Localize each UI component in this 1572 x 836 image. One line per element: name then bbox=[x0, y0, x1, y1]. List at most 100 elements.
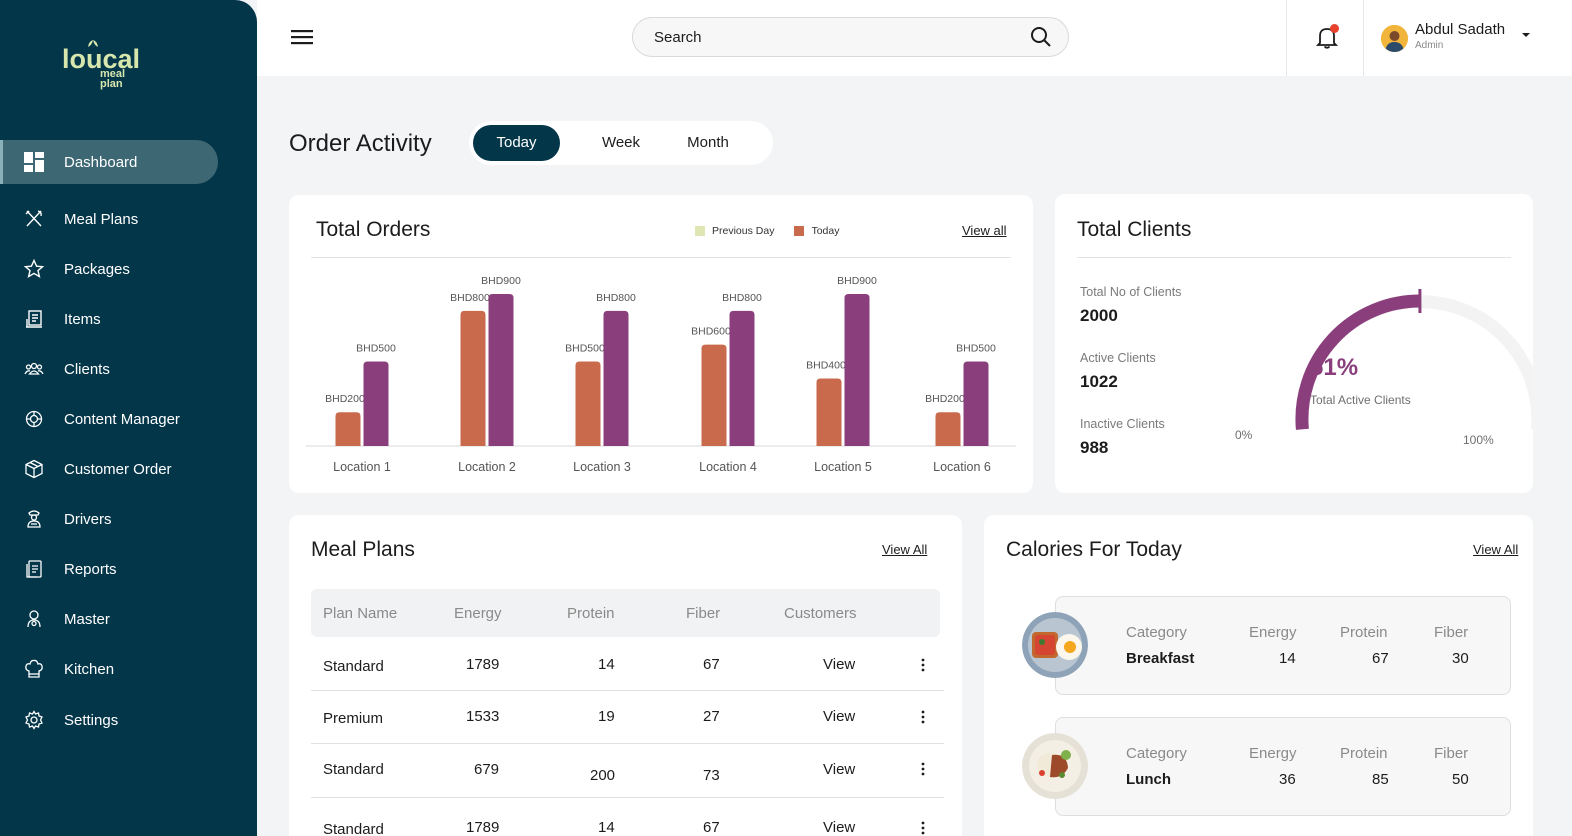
table-row[interactable]: Premium 1533 19 27 View bbox=[311, 691, 944, 744]
x-tick-label: Location 1 bbox=[333, 460, 391, 474]
sidebar-item-reports[interactable]: Reports bbox=[0, 547, 218, 591]
notification-badge bbox=[1330, 24, 1339, 33]
view-customers-link[interactable]: View bbox=[823, 656, 856, 673]
category-value: Breakfast bbox=[1126, 650, 1195, 667]
fiber-label: Fiber bbox=[1434, 624, 1469, 641]
bar-previous-day-4[interactable] bbox=[701, 344, 727, 446]
sidebar-item-label: Master bbox=[64, 610, 110, 628]
view-all-meal-plans-link[interactable]: View All bbox=[882, 542, 928, 557]
calorie-info-box: Category Lunch Energy 36 Protein 85 Fibe… bbox=[1055, 717, 1511, 816]
sidebar-item-label: Clients bbox=[64, 360, 110, 378]
table-row[interactable]: Standard 1789 14 67 View bbox=[311, 638, 944, 691]
bar-value-label: BHD900 bbox=[481, 275, 521, 287]
bar-today-1[interactable] bbox=[363, 361, 389, 446]
bar-today-3[interactable] bbox=[603, 310, 629, 446]
bar-value-label: BHD900 bbox=[837, 275, 877, 287]
box-icon bbox=[25, 459, 43, 479]
more-options-icon[interactable] bbox=[916, 657, 930, 673]
plan-name: Premium bbox=[323, 710, 384, 727]
energy-value: 36 bbox=[1279, 771, 1296, 788]
sidebar-item-label: Kitchen bbox=[64, 660, 115, 678]
x-tick-label: Location 5 bbox=[814, 460, 872, 474]
chef-hat-icon bbox=[25, 659, 43, 678]
bar-value-label: BHD800 bbox=[722, 292, 762, 304]
card-title: Meal Plans bbox=[311, 538, 415, 561]
column-header-energy[interactable]: Energy bbox=[454, 605, 502, 622]
total-clients-card: Total Clients Total No of Clients 2000 A… bbox=[1055, 194, 1533, 493]
sidebar-item-settings[interactable]: Settings bbox=[0, 698, 218, 742]
bar-previous-day-5[interactable] bbox=[816, 378, 842, 446]
user-name: Abdul Sadath bbox=[1415, 21, 1506, 38]
view-all-orders-link[interactable]: View all bbox=[962, 223, 1007, 238]
view-customers-link[interactable]: View bbox=[823, 708, 856, 725]
calorie-row-lunch[interactable]: Category Lunch Energy 36 Protein 85 Fibe… bbox=[1022, 717, 1512, 817]
calorie-row-breakfast[interactable]: Category Breakfast Energy 14 Protein 67 … bbox=[1022, 596, 1512, 696]
bar-value-label: BHD200 bbox=[325, 393, 365, 405]
protein-value: 85 bbox=[1372, 771, 1389, 788]
brand-logo[interactable]: loucal meal plan bbox=[62, 40, 146, 96]
header-divider bbox=[1363, 0, 1364, 76]
plan-protein: 200 bbox=[590, 767, 616, 784]
bar-today-2[interactable] bbox=[488, 294, 514, 446]
utensils-icon bbox=[25, 210, 42, 227]
header-divider bbox=[1286, 0, 1287, 76]
search-input[interactable] bbox=[654, 28, 1030, 46]
bell-icon bbox=[1315, 28, 1339, 49]
table-row[interactable]: Standard 679 200 73 View bbox=[311, 745, 944, 798]
column-header-fiber[interactable]: Fiber bbox=[686, 605, 721, 622]
tab-week[interactable]: Week bbox=[601, 134, 641, 151]
bar-previous-day-2[interactable] bbox=[460, 310, 486, 446]
view-customers-link[interactable]: View bbox=[823, 761, 856, 778]
fiber-label: Fiber bbox=[1434, 745, 1469, 762]
search-icon[interactable] bbox=[1030, 26, 1052, 48]
gear-icon bbox=[25, 710, 43, 730]
sidebar-item-dashboard[interactable]: Dashboard bbox=[0, 140, 218, 184]
protein-value: 67 bbox=[1372, 650, 1389, 667]
x-tick-label: Location 6 bbox=[933, 460, 991, 474]
chart-legend: Previous Day Today bbox=[695, 225, 839, 237]
lunch-food-image bbox=[1022, 733, 1088, 799]
column-header-customers[interactable]: Customers bbox=[784, 605, 857, 622]
sidebar-item-kitchen[interactable]: Kitchen bbox=[0, 647, 218, 691]
breakfast-plate-icon bbox=[1022, 612, 1088, 678]
gauge-max-label: 100% bbox=[1463, 433, 1494, 447]
bar-value-label: BHD600 bbox=[691, 326, 731, 338]
total-clients-label: Total No of Clients bbox=[1080, 285, 1182, 299]
sidebar-item-master[interactable]: Master bbox=[0, 597, 218, 641]
bar-previous-day-6[interactable] bbox=[935, 412, 961, 446]
sidebar-item-items[interactable]: Items bbox=[0, 297, 218, 341]
bar-today-4[interactable] bbox=[729, 310, 755, 446]
sidebar-item-drivers[interactable]: Drivers bbox=[0, 497, 218, 541]
sidebar-item-clients[interactable]: Clients bbox=[0, 347, 218, 391]
sidebar-item-packages[interactable]: Packages bbox=[0, 247, 218, 291]
more-options-icon[interactable] bbox=[916, 709, 930, 725]
bar-previous-day-1[interactable] bbox=[335, 412, 361, 446]
column-header-protein[interactable]: Protein bbox=[567, 605, 615, 622]
sidebar-item-content-manager[interactable]: Content Manager bbox=[0, 397, 218, 441]
view-customers-link[interactable]: View bbox=[823, 819, 856, 836]
more-options-icon[interactable] bbox=[916, 761, 930, 777]
breakfast-food-image bbox=[1022, 612, 1088, 678]
active-clients-gauge bbox=[1295, 288, 1533, 430]
leaf-icon bbox=[88, 40, 98, 47]
plan-energy: 1533 bbox=[466, 708, 500, 725]
bar-today-6[interactable] bbox=[963, 361, 989, 446]
user-menu[interactable]: Abdul Sadath Admin bbox=[1381, 17, 1541, 57]
notifications-button[interactable] bbox=[1315, 24, 1339, 49]
sidebar-item-meal-plans[interactable]: Meal Plans bbox=[0, 197, 218, 241]
tab-month[interactable]: Month bbox=[687, 134, 729, 151]
more-options-icon[interactable] bbox=[916, 820, 930, 836]
hamburger-menu-icon[interactable] bbox=[291, 27, 313, 47]
legend-swatch-previous bbox=[695, 226, 705, 236]
bar-today-5[interactable] bbox=[844, 294, 870, 446]
bar-value-label: BHD800 bbox=[450, 292, 490, 304]
total-orders-card: Total Orders Previous Day Today View all… bbox=[289, 195, 1033, 493]
tab-today[interactable]: Today bbox=[473, 125, 560, 161]
column-header-plan-name[interactable]: Plan Name bbox=[323, 605, 398, 622]
view-all-calories-link[interactable]: View All bbox=[1473, 542, 1519, 557]
table-row[interactable]: Standard 1789 14 67 View bbox=[311, 800, 944, 836]
bar-previous-day-3[interactable] bbox=[575, 361, 601, 446]
bar-value-label: BHD800 bbox=[596, 292, 636, 304]
sidebar-item-customer-order[interactable]: Customer Order bbox=[0, 447, 218, 491]
items-icon bbox=[26, 310, 42, 328]
